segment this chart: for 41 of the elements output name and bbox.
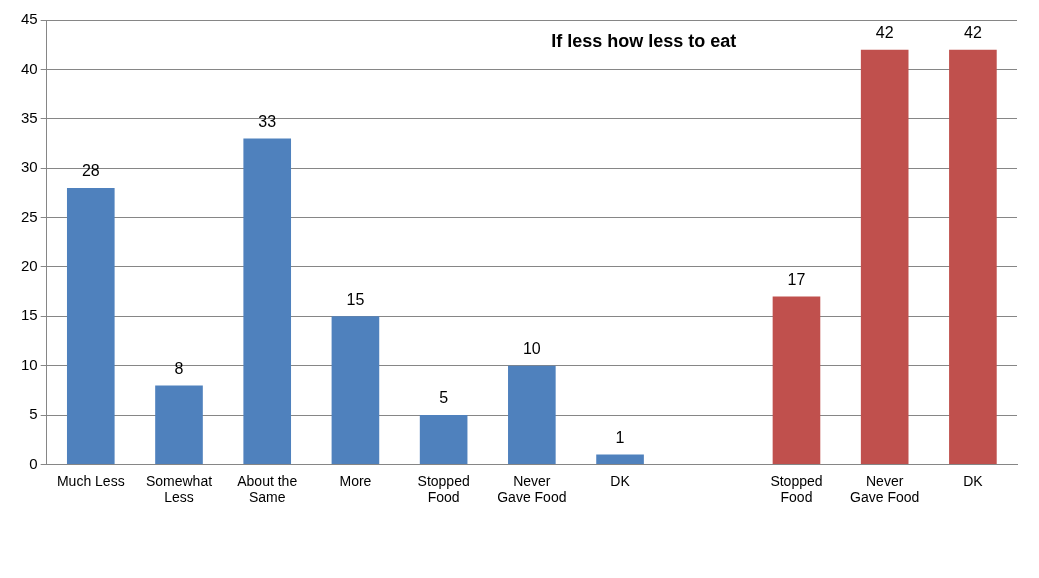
x-tick-label: Never Gave Food [497,472,567,506]
bar [331,316,380,464]
y-tick-label: 40 [21,59,38,77]
y-tick-label: 35 [21,108,38,126]
data-label: 15 [346,290,365,308]
data-label: 1 [615,428,625,446]
bar [860,49,909,464]
bar [155,385,203,464]
y-tick-label: 25 [21,207,38,225]
text: If less how less to eat [551,30,737,51]
x-tick-label: DK [963,472,984,489]
data-label: 42 [875,24,894,42]
x-tick-label: Stopped Food [770,472,823,506]
bar [949,49,997,464]
data-label: 42 [964,24,982,42]
data-label: 28 [81,162,100,180]
x-tick-label: Somewhat Less [145,472,213,506]
bar [508,365,556,464]
x-tick-label: About the Same [237,472,298,506]
data-label: 33 [258,112,277,130]
y-tick-label: 15 [21,306,38,324]
bar [66,187,115,464]
bar [596,454,644,464]
data-label: 10 [522,340,541,358]
bar [772,296,821,464]
x-tick-label: Stopped Food [417,472,470,506]
y-tick-label: 10 [21,355,38,373]
y-tick-label: 30 [21,158,38,176]
x-tick-label: More [339,472,372,489]
x-tick-label: DK [610,472,631,489]
y-tick-label: 0 [29,454,38,472]
y-tick-label: 45 [21,10,38,28]
data-label: 17 [787,270,806,288]
bar [419,415,468,464]
data-label: 8 [174,359,184,377]
x-tick-label: Never Gave Food [850,472,920,506]
y-tick-label: 5 [29,405,38,423]
x-tick-label: Much Less [56,472,125,489]
bar [243,138,292,464]
data-label: 5 [439,389,449,407]
y-tick-label: 20 [21,257,38,275]
